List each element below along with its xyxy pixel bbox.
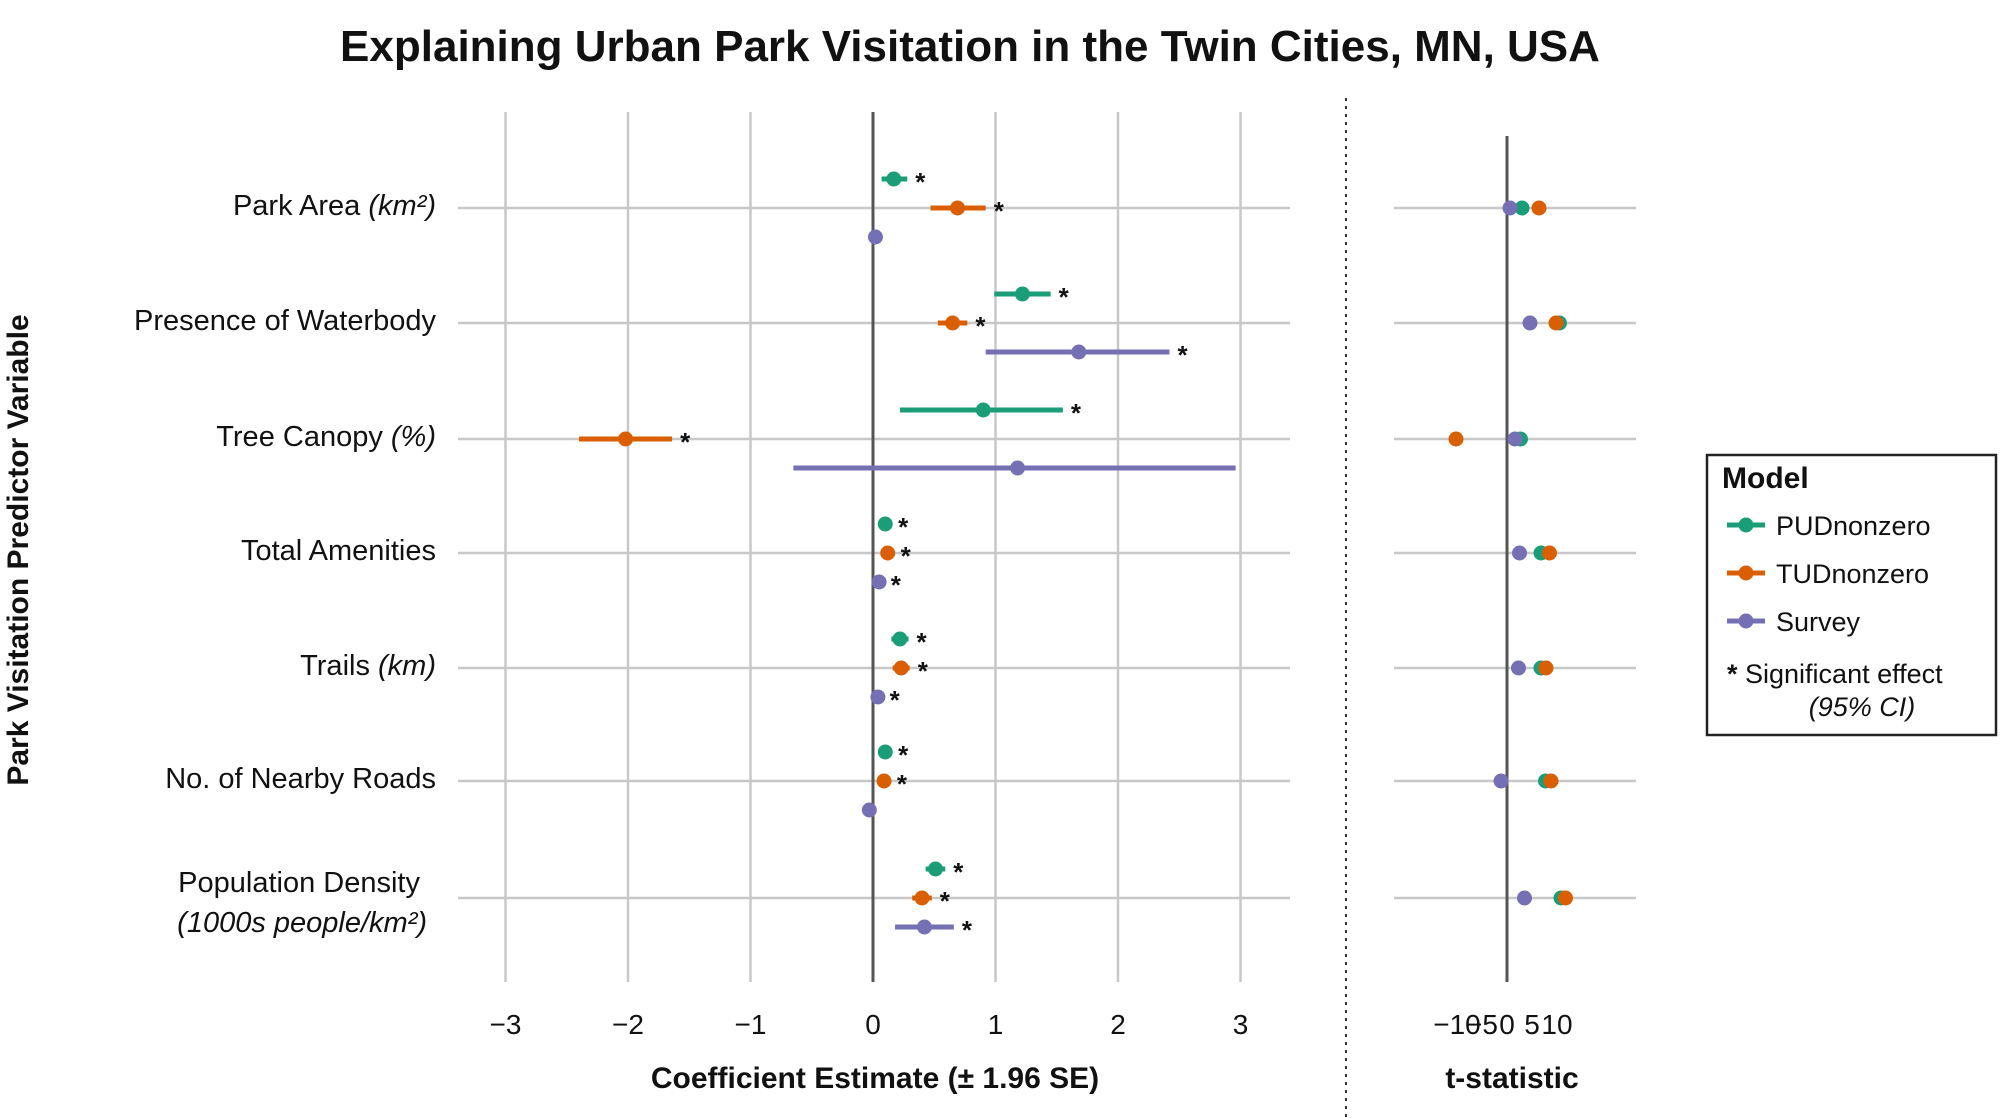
- significance-star: *: [891, 570, 902, 600]
- category-unit: (km²): [368, 190, 436, 222]
- significance-star: *: [953, 857, 964, 887]
- estimate-point-TUDnonzero: [914, 890, 930, 906]
- t-statistic-panel: −10−5 0 5 10: [1394, 136, 1636, 1040]
- legend-box: [1705, 453, 1998, 737]
- significance-star: *: [940, 886, 951, 916]
- estimate-point-PUDnonzero: [975, 402, 991, 418]
- coef-tick-label: 3: [1233, 1009, 1249, 1040]
- significance-star: *: [898, 512, 909, 542]
- coefficient-axis-title: Coefficient Estimate (± 1.96 SE): [651, 1062, 1099, 1095]
- category-label: Tree Canopy (%): [216, 421, 436, 453]
- y-axis-title: Park Visitation Predictor Variable: [2, 314, 35, 785]
- category-label: Population Density: [178, 867, 420, 899]
- significance-star: *: [1059, 282, 1070, 312]
- t-tick-label: 0: [1499, 1009, 1515, 1040]
- coef-tick-label: −2: [612, 1009, 644, 1040]
- significance-star: *: [897, 769, 908, 799]
- category-unit: (1000s people/km²): [177, 907, 427, 939]
- legend-item-label: TUDnonzero: [1776, 559, 1929, 589]
- coef-tick-label: −1: [735, 1009, 767, 1040]
- t-tick-label: 5: [1524, 1009, 1540, 1040]
- category-label: Total Amenities: [241, 535, 436, 567]
- estimate-point-TUDnonzero: [618, 431, 634, 447]
- estimate-point-PUDnonzero: [877, 516, 893, 532]
- legend-title: Model: [1722, 462, 1809, 495]
- t-tick-label: −5: [1466, 1009, 1498, 1040]
- estimate-point-Survey: [916, 919, 932, 935]
- legend-swatch-dot: [1738, 517, 1754, 533]
- significance-star: *: [1071, 398, 1082, 428]
- significance-star: *: [918, 656, 929, 686]
- estimate-point-Survey: [861, 802, 877, 818]
- estimate-point-PUDnonzero: [886, 171, 902, 187]
- t-statistic-axis-title: t-statistic: [1445, 1062, 1578, 1095]
- legend-swatch-dot: [1738, 613, 1754, 629]
- estimate-point-Survey: [1010, 460, 1026, 476]
- significance-star: *: [915, 167, 926, 197]
- significance-star: *: [680, 427, 691, 457]
- t-point-TUDnonzero: [1543, 773, 1559, 789]
- category-label: No. of Nearby Roads: [165, 763, 436, 795]
- significance-star: *: [901, 541, 912, 571]
- legend-item-label: Survey: [1776, 607, 1861, 637]
- significance-star: *: [917, 627, 928, 657]
- legend-swatch-dot: [1738, 565, 1754, 581]
- legend: Model PUDnonzero TUDnonzero Survey * Signifi…: [1705, 453, 1998, 737]
- t-point-Survey: [1507, 431, 1523, 447]
- chart-title: Explaining Urban Park Visitation in the …: [340, 22, 1600, 71]
- significance-star: *: [962, 915, 973, 945]
- estimate-point-Survey: [1071, 344, 1087, 360]
- category-unit: (km): [378, 650, 436, 682]
- estimate-point-Survey: [870, 689, 886, 705]
- significance-star: *: [994, 196, 1005, 226]
- estimate-point-PUDnonzero: [892, 631, 908, 647]
- legend-significance-note: (95% CI): [1809, 692, 1916, 722]
- t-point-Survey: [1493, 773, 1509, 789]
- t-point-Survey: [1502, 200, 1518, 216]
- t-point-TUDnonzero: [1448, 431, 1464, 447]
- coef-tick-label: −3: [490, 1009, 522, 1040]
- category-label: Park Area (km²): [233, 190, 436, 222]
- coefficient-panel: −3 −2 −1 0 1 2 3 Park Area (km²) Presence of Wat…: [134, 112, 1290, 1040]
- category-label: Trails (km): [300, 650, 436, 682]
- t-point-TUDnonzero: [1538, 660, 1554, 676]
- legend-significance-label: * Significant effect: [1727, 659, 1943, 689]
- t-point-TUDnonzero: [1558, 890, 1573, 906]
- t-point-Survey: [1511, 660, 1526, 676]
- significance-star: *: [890, 685, 901, 715]
- estimate-point-TUDnonzero: [945, 315, 961, 331]
- t-point-Survey: [1517, 890, 1532, 906]
- t-point-TUDnonzero: [1531, 200, 1547, 216]
- estimate-point-Survey: [871, 574, 887, 590]
- t-point-PUDnonzero: [1514, 200, 1530, 216]
- legend-item-label: PUDnonzero: [1776, 511, 1931, 541]
- t-point-TUDnonzero: [1542, 545, 1557, 561]
- t-tick-label: 10: [1541, 1009, 1572, 1040]
- estimate-point-TUDnonzero: [893, 660, 909, 676]
- estimate-point-PUDnonzero: [1014, 286, 1030, 302]
- estimate-point-Survey: [867, 229, 883, 245]
- category-label: Presence of Waterbody: [134, 305, 436, 337]
- t-point-Survey: [1512, 545, 1527, 561]
- t-tick-label: −10: [1433, 1009, 1481, 1040]
- significance-star: *: [898, 740, 909, 770]
- coef-tick-label: 1: [988, 1009, 1004, 1040]
- estimate-point-PUDnonzero: [877, 744, 893, 760]
- coef-tick-label: 2: [1110, 1009, 1126, 1040]
- estimate-point-TUDnonzero: [876, 773, 892, 789]
- category-unit: (%): [391, 421, 436, 453]
- t-point-TUDnonzero: [1548, 315, 1564, 331]
- significance-star: *: [975, 311, 986, 341]
- significance-star: *: [1177, 340, 1188, 370]
- t-point-Survey: [1522, 315, 1538, 331]
- estimate-point-PUDnonzero: [927, 861, 943, 877]
- estimate-point-TUDnonzero: [950, 200, 966, 216]
- coef-tick-label: 0: [865, 1009, 881, 1040]
- estimate-point-TUDnonzero: [880, 545, 896, 561]
